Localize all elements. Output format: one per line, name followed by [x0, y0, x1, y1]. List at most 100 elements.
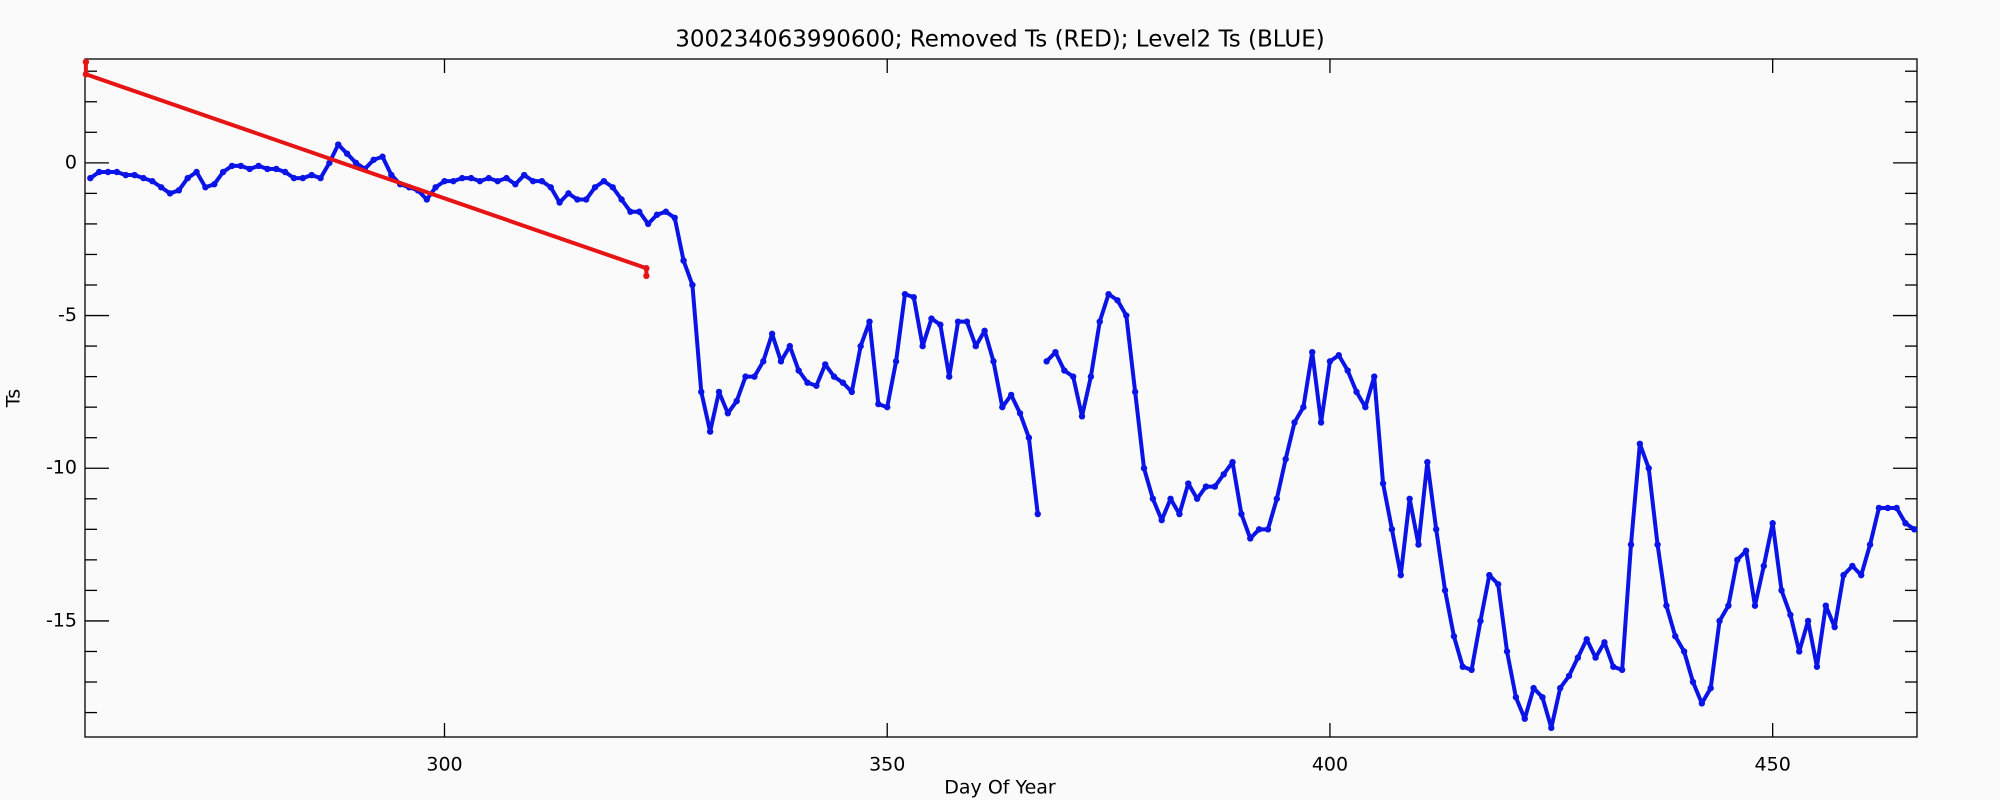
- data-point: [643, 265, 650, 272]
- data-point: [1601, 639, 1608, 646]
- data-point: [1866, 541, 1874, 548]
- data-point: [529, 177, 537, 185]
- data-point: [228, 162, 236, 170]
- data-point: [1592, 654, 1599, 661]
- data-point: [901, 290, 909, 298]
- data-point: [724, 410, 732, 417]
- data-point: [1840, 571, 1847, 579]
- data-point: [1787, 611, 1794, 619]
- data-point: [82, 58, 90, 66]
- data-point: [264, 165, 271, 173]
- data-point: [1388, 526, 1396, 533]
- data-point: [476, 177, 484, 185]
- data-point: [910, 294, 917, 301]
- data-point: [1326, 358, 1334, 365]
- data-point: [1123, 312, 1130, 319]
- data-point: [82, 71, 90, 78]
- data-point: [627, 208, 634, 215]
- data-point: [715, 388, 723, 396]
- x-tick-label: 400: [1312, 754, 1348, 776]
- data-point: [1211, 483, 1219, 490]
- data-point: [946, 373, 953, 380]
- data-point: [432, 184, 439, 191]
- data-point: [1202, 483, 1210, 490]
- data-point: [1663, 602, 1670, 609]
- data-point: [839, 379, 847, 386]
- y-tick-label: 0: [65, 151, 77, 173]
- data-point: [1689, 678, 1697, 686]
- data-point: [1911, 526, 1918, 533]
- data-point: [184, 174, 191, 182]
- data-point: [937, 321, 944, 328]
- data-point: [1069, 373, 1077, 380]
- data-point: [733, 397, 740, 405]
- data-point: [140, 174, 147, 182]
- data-point: [219, 168, 227, 176]
- data-point: [822, 361, 829, 368]
- data-point: [1061, 367, 1068, 374]
- data-point: [1556, 684, 1564, 692]
- data-point: [1769, 520, 1776, 527]
- data-point: [1371, 373, 1378, 380]
- data-point: [768, 330, 776, 338]
- data-point: [1309, 348, 1316, 356]
- data-point: [1698, 700, 1706, 707]
- data-point: [1468, 666, 1475, 674]
- plot-frame: [84, 58, 1918, 738]
- data-point: [582, 196, 590, 203]
- data-point: [795, 367, 802, 374]
- data-point: [671, 214, 678, 222]
- data-point: [175, 187, 183, 194]
- data-point: [1893, 504, 1900, 512]
- data-point: [1521, 715, 1528, 722]
- data-point: [1716, 617, 1723, 625]
- series-line: [1044, 292, 1917, 730]
- data-point: [706, 428, 714, 435]
- data-point: [211, 181, 218, 188]
- data-point: [1096, 318, 1103, 325]
- data-point: [1415, 541, 1422, 548]
- data-point: [494, 177, 501, 185]
- data-point: [538, 177, 546, 185]
- data-point: [157, 184, 165, 191]
- y-tick-label: -10: [46, 457, 77, 479]
- data-point: [1512, 694, 1520, 701]
- x-tick-label: 450: [1755, 754, 1791, 776]
- data-point: [423, 196, 430, 203]
- data-point: [87, 174, 94, 182]
- data-point: [644, 220, 652, 228]
- data-point: [609, 184, 616, 191]
- data-point: [1884, 504, 1891, 512]
- data-point: [1742, 547, 1750, 554]
- data-point: [1610, 663, 1617, 670]
- data-point: [281, 168, 289, 176]
- data-point: [1636, 440, 1644, 448]
- data-point: [574, 196, 581, 203]
- data-point: [875, 400, 882, 408]
- data-point: [1264, 526, 1272, 533]
- data-point: [1831, 623, 1838, 631]
- data-point: [636, 208, 643, 215]
- data-point: [760, 358, 767, 365]
- data-point: [441, 177, 448, 185]
- data-point: [1530, 684, 1537, 692]
- data-point: [1450, 633, 1458, 640]
- data-point: [1486, 571, 1493, 579]
- x-tick-label: 300: [426, 754, 462, 776]
- series-line: [83, 60, 649, 278]
- data-point: [662, 208, 670, 215]
- data-point: [1858, 571, 1865, 579]
- data-point: [1078, 413, 1086, 420]
- data-point: [1406, 495, 1413, 502]
- data-point: [618, 196, 625, 203]
- data-point: [963, 318, 971, 325]
- data-point: [742, 373, 749, 380]
- data-point: [1822, 602, 1829, 609]
- data-point: [246, 165, 253, 173]
- data-point: [1707, 684, 1714, 692]
- data-point: [1185, 480, 1192, 487]
- data-point: [1131, 388, 1139, 396]
- data-point: [1680, 648, 1688, 655]
- data-point: [370, 156, 377, 163]
